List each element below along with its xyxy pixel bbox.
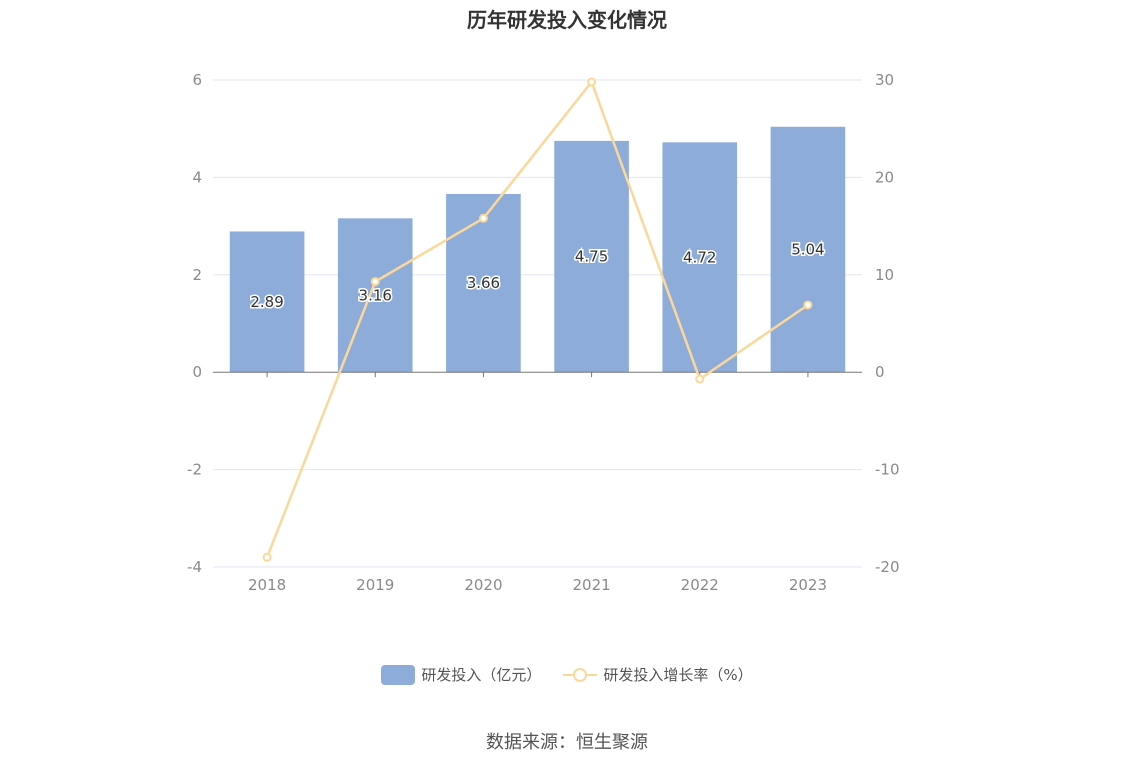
legend-line-swatch [563, 665, 598, 685]
bar-value-label: 5.04 [791, 240, 824, 258]
y-right-tick-label: -20 [875, 558, 900, 576]
growth-rate-line [265, 80, 809, 558]
data-source-note: 数据来源：恒生聚源 [486, 732, 648, 753]
y-right-tick-label: 20 [875, 168, 894, 186]
growth-rate-point [695, 374, 705, 384]
bar [770, 126, 846, 373]
bar [229, 231, 305, 373]
y-right-tick-label: 10 [875, 266, 894, 284]
x-tick-label: 2023 [789, 576, 827, 594]
x-tick-label: 2021 [572, 576, 610, 594]
legend-item-growth-rate[interactable]: 研发投入增长率（%） [563, 664, 753, 685]
y-left-tick-label: 0 [192, 363, 202, 381]
bar [662, 142, 738, 373]
y-left-tick-label: 2 [192, 266, 202, 284]
y-left-tick-label: -4 [187, 558, 202, 576]
bar-value-label: 3.66 [467, 274, 500, 292]
legend-label-growth-rate: 研发投入增长率（%） [603, 666, 753, 684]
legend-bar-swatch [381, 664, 416, 685]
x-tick-label: 2018 [248, 576, 286, 594]
growth-rate-point [262, 552, 272, 562]
growth-rate-point [478, 213, 488, 223]
bar-value-label: 3.16 [359, 286, 392, 304]
bar-value-label: 4.72 [683, 248, 716, 266]
y-left-tick-label: 4 [192, 168, 202, 186]
x-tick-label: 2020 [464, 576, 502, 594]
growth-rate-point [587, 77, 597, 87]
y-left-tick-label: -2 [187, 461, 202, 479]
bar-value-label: 4.75 [575, 248, 608, 266]
y-right-tick-label: 0 [875, 363, 885, 381]
x-tick-label: 2022 [681, 576, 719, 594]
bar [554, 140, 629, 373]
bar-value-label: 2.89 [250, 293, 283, 311]
growth-rate-point [803, 300, 813, 310]
legend: 研发投入（亿元） 研发投入增长率（%） [0, 664, 1134, 685]
bar [446, 193, 521, 373]
y-right-tick-label: 30 [875, 71, 894, 89]
x-tick-label: 2019 [356, 576, 394, 594]
growth-rate-point [370, 277, 380, 287]
chart-title: 历年研发投入变化情况 [467, 8, 667, 32]
y-left-tick-label: 6 [192, 71, 202, 89]
y-right-tick-label: -10 [875, 461, 900, 479]
legend-label-rd-investment: 研发投入（亿元） [421, 666, 542, 684]
legend-item-rd-investment[interactable]: 研发投入（亿元） [381, 664, 541, 685]
